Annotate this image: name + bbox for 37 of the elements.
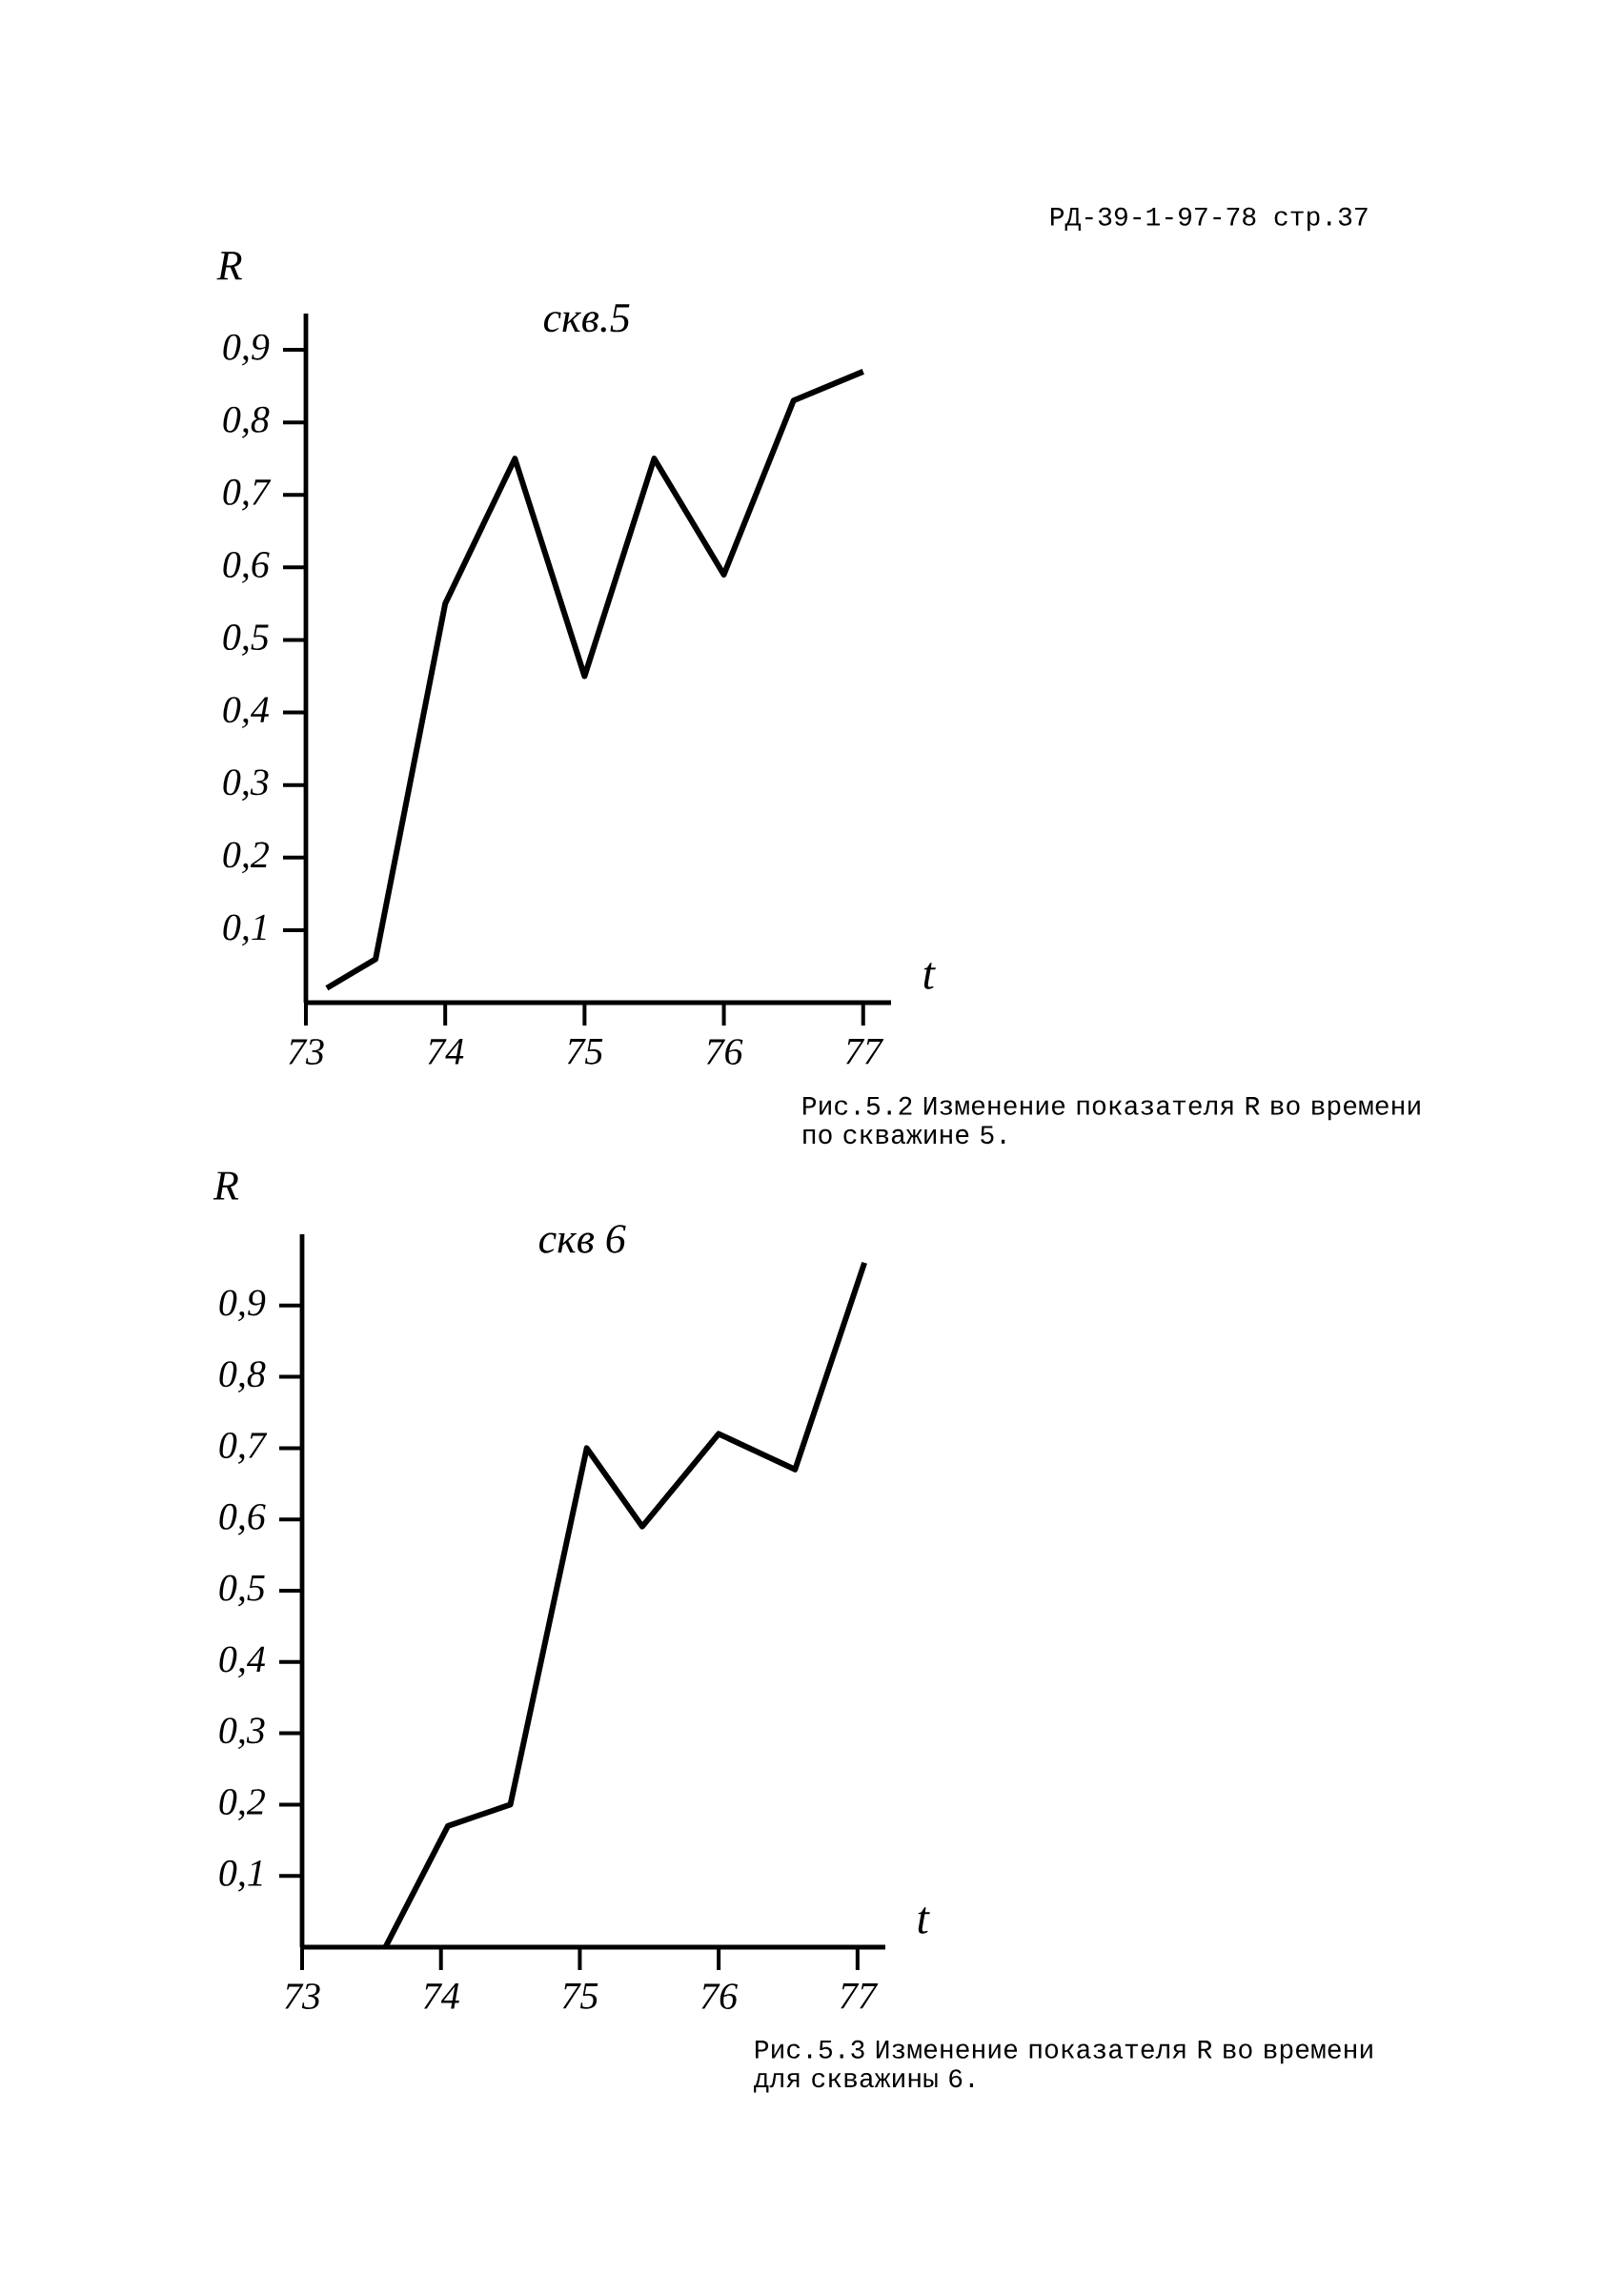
y-tick-label: 0,4	[219, 1646, 265, 1678]
text: Рис.5.3 Изменение показателя R во времени для скважины 6.	[754, 2040, 1372, 2093]
y-tick-label: 0,8	[219, 1361, 266, 1392]
y-tick-label: 0,5	[219, 1575, 265, 1607]
y-tick-label: 0,3	[223, 769, 269, 802]
chart-title: скв.5	[543, 304, 630, 333]
y-tick-label: 0,5	[223, 624, 269, 656]
y-tick-label: 0,2	[219, 1789, 265, 1820]
y-tick-label: 0,9	[219, 1290, 266, 1322]
y-tick-label: 0,6	[219, 1503, 266, 1535]
y-tick-label: 0,4	[223, 697, 269, 728]
x-axis-title: t	[918, 1907, 930, 1934]
x-tick-label: 77	[846, 1039, 884, 1065]
x-tick-label: 77	[841, 1983, 879, 2009]
x-tick-label: 74	[428, 1039, 464, 1065]
y-tick-label: 0,9	[223, 334, 270, 366]
x-tick-label: 74	[424, 1983, 459, 2009]
x-axis-title: t	[923, 963, 936, 989]
y-tick-label: 0,1	[219, 1859, 262, 1892]
y-tick-label: 0,7	[223, 478, 272, 511]
x-tick-label: 76	[701, 1983, 738, 2009]
x-tick-label: 75	[562, 1983, 598, 2009]
y-tick-label: 0,1	[223, 914, 266, 946]
text: РД-39-1-97-78 стр.37	[1050, 207, 1368, 232]
y-axis-title: R	[213, 1171, 239, 1200]
y-tick-label: 0,7	[219, 1432, 268, 1464]
y-tick-label: 0,3	[219, 1717, 265, 1749]
text: Рис.5.2 Изменение показателя R во времени по скважине 5.	[803, 1096, 1420, 1145]
x-tick-label: 75	[567, 1039, 603, 1065]
chart-title: скв 6	[539, 1225, 626, 1253]
y-axis-title: R	[216, 252, 242, 280]
x-tick-label: 76	[706, 1039, 743, 1065]
y-tick-label: 0,2	[223, 842, 269, 874]
y-tick-label: 0,6	[223, 551, 270, 583]
x-tick-label: 73	[289, 1039, 324, 1065]
y-tick-label: 0,8	[223, 406, 270, 438]
x-tick-label: 73	[285, 1983, 320, 2009]
